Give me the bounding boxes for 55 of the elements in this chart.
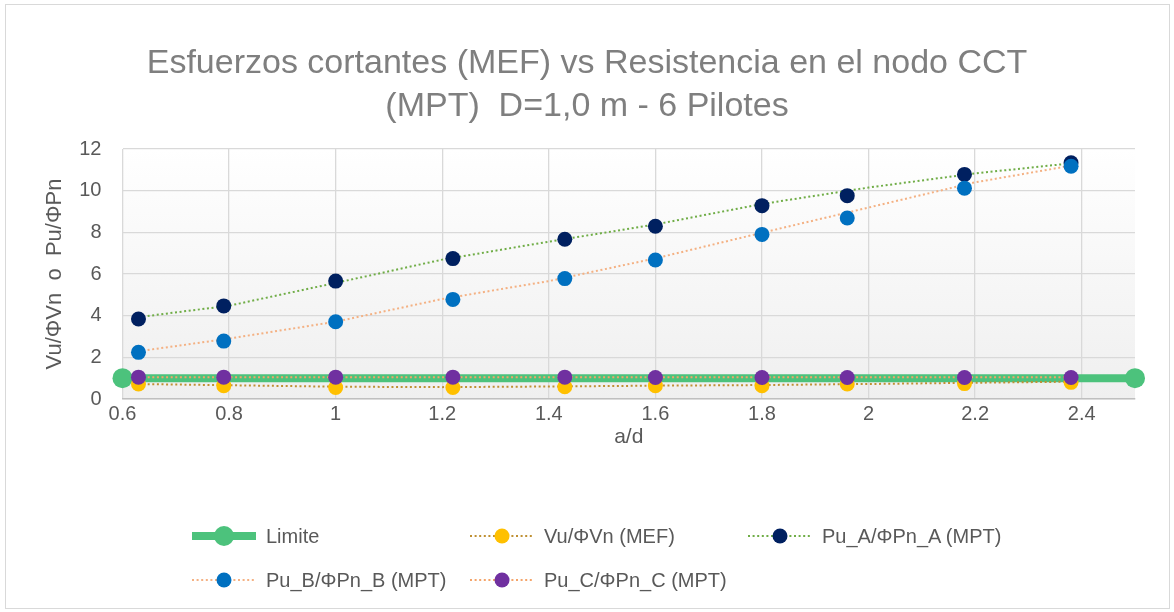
chart-title: Esfuerzos cortantes (MEF) vs Resistencia en el nodo CCT (MPT) D=1,0 m - 6 Pilotes [145,41,1029,125]
point [754,226,770,242]
point [1063,370,1079,386]
point [557,231,573,247]
x-tick-label: 1 [330,401,342,424]
y-tick-label: 8 [90,219,102,242]
legend-label: Pu_B/ΦPn_B (MPT) [266,568,447,592]
point [445,369,461,385]
point [1125,368,1145,389]
legend-label: Pu_A/ΦPn_A (MPT) [822,524,1002,548]
y-axis-title: Vu/ΦVn o Pu/ΦPn [41,178,67,370]
legend-label: Pu_C/ΦPn_C (MPT) [544,568,727,592]
point [445,251,461,267]
y-tick-label: 12 [79,136,102,159]
point [328,369,344,385]
x-axis-title: a/d [614,424,644,448]
y-tick-label: 10 [79,178,102,201]
point [328,273,344,289]
legend-label: Limite [266,524,320,548]
point [130,311,146,327]
point [557,369,573,385]
point [754,370,770,386]
x-tick-label: 0.8 [215,401,243,424]
point [216,369,232,385]
y-tick-label: 6 [90,261,102,284]
x-tick-label: 2.4 [1067,401,1096,424]
x-tick-label: 0.6 [108,401,137,424]
point [839,210,855,226]
point [328,314,344,330]
point [445,291,461,307]
point [956,166,972,182]
point [112,368,133,389]
point [130,369,146,385]
x-tick-label: 1.6 [641,401,670,424]
y-tick-label: 2 [90,344,102,367]
point [956,180,972,196]
point [647,218,663,234]
x-tick-label: 2.2 [961,401,990,424]
point [557,271,573,287]
x-tick-label: 1.4 [534,401,563,424]
y-tick-label: 4 [90,303,102,326]
point [956,370,972,386]
legend-label: Vu/ΦVn (MEF) [544,524,675,548]
y-tick-label: 0 [90,386,102,409]
point [647,370,663,386]
point [839,370,855,386]
x-tick-label: 1.8 [748,401,776,424]
point [216,298,232,314]
point [216,333,232,349]
x-tick-label: 1.2 [428,401,457,424]
point [839,188,855,204]
x-tick-label: 2 [862,401,875,424]
point [130,344,146,360]
point [647,252,663,268]
point [754,198,770,214]
